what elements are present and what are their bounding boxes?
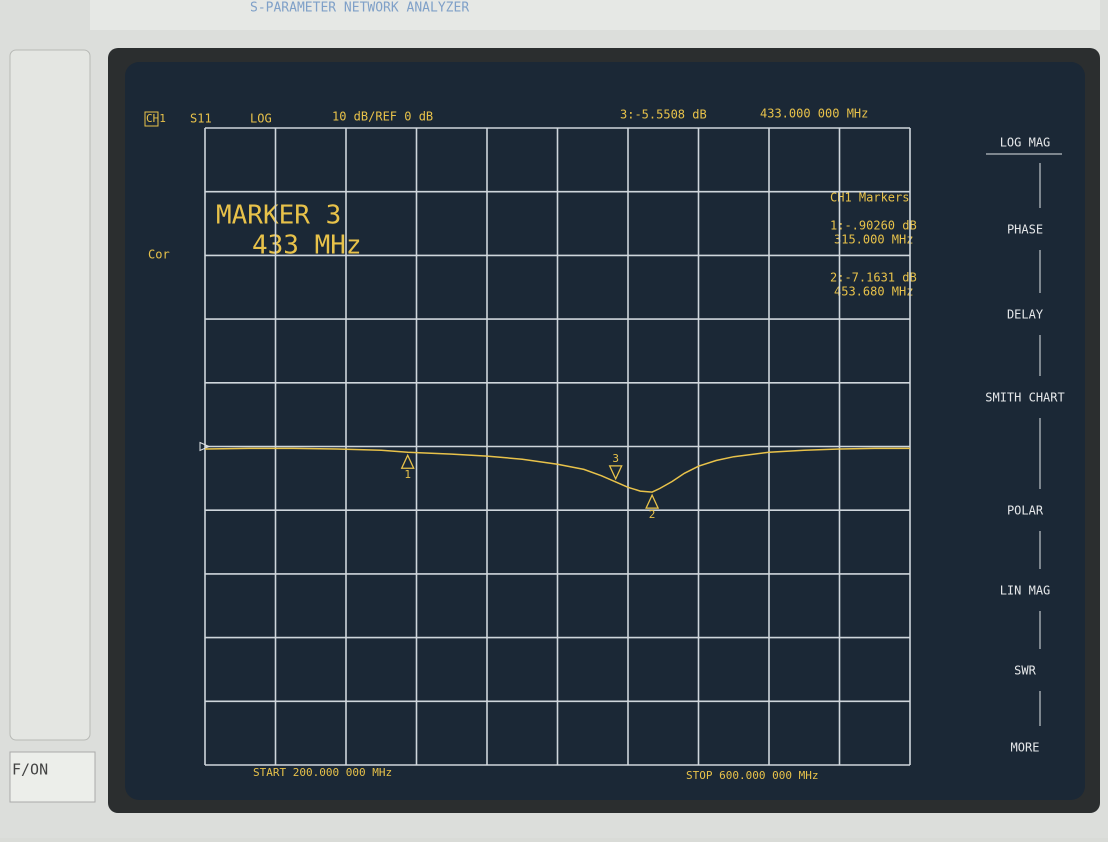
- softkey[interactable]: MORE: [1011, 741, 1040, 755]
- active-marker-freq: 433.000 000 MHz: [760, 107, 868, 121]
- marker-number: 3: [612, 452, 619, 465]
- marker-number: 2: [649, 508, 656, 521]
- cor: Cor: [148, 248, 170, 262]
- softkey[interactable]: SMITH CHART: [985, 391, 1064, 405]
- stop: STOP 600.000 000 MHz: [686, 769, 818, 782]
- markers-title: CH1 Markers: [830, 191, 909, 205]
- marker-readout: 2:-7.1631 dB: [830, 271, 917, 285]
- marker: [645, 493, 660, 509]
- marker-number: 1: [404, 468, 411, 481]
- left-panel: [9, 49, 91, 741]
- softkey[interactable]: SWR: [1014, 664, 1036, 678]
- parameter: S11: [190, 112, 212, 126]
- softkey[interactable]: PHASE: [1007, 223, 1043, 237]
- marker-readout: 1:-.90260 dB: [830, 219, 917, 233]
- marker: [608, 465, 623, 481]
- model-label: S-PARAMETER NETWORK ANALYZER: [250, 1, 469, 16]
- crt-screen: [125, 62, 1085, 800]
- marker-readout: 315.000 MHz: [834, 233, 913, 247]
- marker-readout: 453.680 MHz: [834, 285, 913, 299]
- marker: [400, 453, 415, 469]
- channel: CH1: [146, 112, 166, 125]
- plot: 1 2 3: [199, 127, 911, 766]
- softkey[interactable]: POLAR: [1007, 504, 1044, 518]
- start: START 200.000 000 MHz: [253, 766, 392, 779]
- active-marker-value: 3:-5.5508 dB: [620, 108, 707, 122]
- side-button: [9, 751, 96, 803]
- top-panel: [90, 0, 1100, 30]
- softkey[interactable]: LOG MAG: [1000, 136, 1051, 150]
- softkey[interactable]: LIN MAG: [1000, 584, 1051, 598]
- channel-box: [144, 111, 159, 127]
- trace: [204, 447, 910, 493]
- reference-marker: [199, 441, 211, 452]
- format: LOG: [250, 112, 272, 126]
- softkeys: LOG MAG PHASE DELAY SMITH CHART POLAR LIN MAG…: [985, 136, 1064, 755]
- softkey[interactable]: DELAY: [1007, 308, 1044, 322]
- side-button-label: F/ON: [12, 761, 48, 779]
- scale: 10 dB/REF 0 dB: [332, 110, 433, 124]
- marker-title: MARKER 3: [216, 201, 341, 231]
